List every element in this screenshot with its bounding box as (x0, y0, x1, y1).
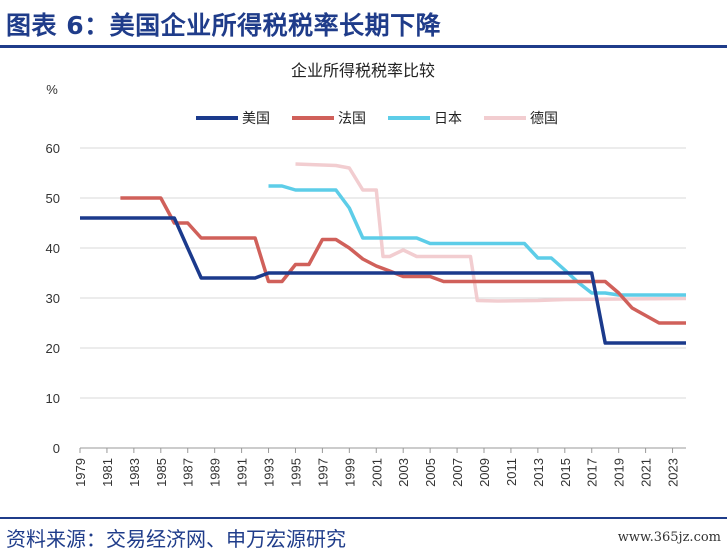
y-tick-label: 40 (46, 241, 60, 256)
x-tick-label: 1981 (100, 458, 115, 487)
legend-label: 日本 (434, 111, 462, 127)
x-tick-label: 1989 (208, 458, 223, 487)
watermark: www.365jz.com (617, 530, 721, 545)
y-tick-label: 50 (46, 191, 60, 206)
legend-label: 德国 (530, 111, 558, 127)
x-tick-label: 2021 (639, 458, 654, 487)
y-tick-label: 30 (46, 291, 60, 306)
figure-title: 图表 6：美国企业所得税税率长期下降 (6, 11, 442, 40)
chart-title: 企业所得税税率比较 (291, 61, 435, 80)
legend-label: 美国 (242, 111, 270, 127)
x-tick-label: 2007 (450, 458, 465, 487)
y-tick-label: 60 (46, 141, 60, 156)
x-tick-label: 2005 (423, 458, 438, 487)
x-tick-label: 2001 (369, 458, 384, 487)
x-tick-label: 2015 (558, 458, 573, 487)
x-tick-label: 1997 (315, 458, 330, 487)
x-tick-label: 2013 (531, 458, 546, 487)
x-tick-label: 2003 (396, 458, 411, 487)
title-divider (0, 45, 727, 48)
x-tick-label: 1995 (288, 458, 303, 487)
x-tick-label: 1991 (235, 458, 250, 487)
x-tick-label: 2017 (585, 458, 600, 487)
series-line-3 (295, 162, 687, 303)
x-tick-label: 2009 (477, 458, 492, 487)
x-tick-label: 2019 (612, 458, 627, 487)
footer-divider (0, 517, 727, 519)
legend-label: 法国 (338, 111, 366, 127)
legend: 美国 法国 日本 德国 (196, 111, 558, 127)
series-lines (80, 162, 687, 345)
y-axis-unit: % (46, 82, 58, 97)
x-tick-label: 1983 (127, 458, 142, 487)
y-tick-label: 20 (46, 341, 60, 356)
series-line-1 (120, 196, 686, 325)
series-line-0 (80, 216, 686, 345)
x-tick-label: 2023 (666, 458, 681, 487)
x-tick-label: 1987 (181, 458, 196, 487)
x-axis-ticks: 1979 1981 1983 1985 1987 1989 1991 1993 1995 1997… (73, 448, 681, 487)
grid-lines (80, 147, 686, 399)
x-tick-label: 2011 (504, 458, 519, 486)
x-tick-label: 1979 (73, 458, 88, 487)
x-tick-label: 1985 (154, 458, 169, 487)
y-tick-label: 10 (46, 391, 60, 406)
y-tick-label: 0 (53, 441, 60, 456)
x-tick-label: 1999 (342, 458, 357, 487)
x-tick-label: 1993 (262, 458, 277, 487)
source-note: 资料来源：交易经济网、申万宏源研究 (6, 527, 346, 551)
y-axis-ticks: 0 10 20 30 40 50 60 (46, 141, 60, 456)
